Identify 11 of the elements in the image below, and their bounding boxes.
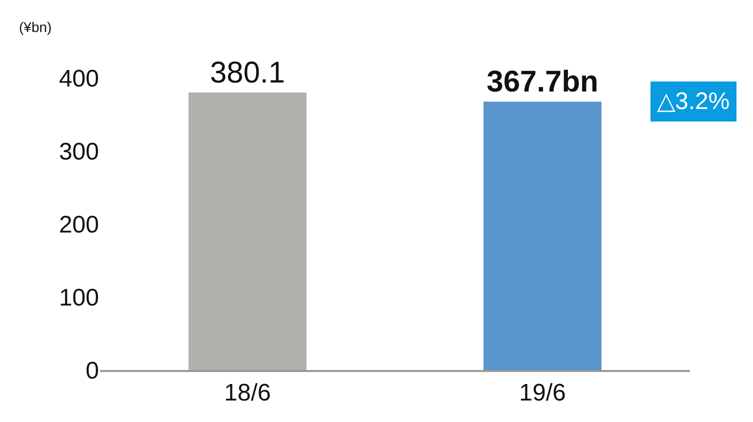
y-axis-title: (¥bn): [19, 19, 52, 35]
y-tick-label: 200: [58, 211, 99, 238]
y-tick-label: 300: [58, 138, 99, 166]
y-tick-label: 100: [58, 284, 99, 312]
y-tick-label: 0: [86, 357, 99, 384]
x-tick-label: 18/6: [224, 380, 271, 407]
annotation: △3.2%: [657, 88, 730, 115]
y-tick-label: 400: [58, 65, 99, 92]
data-label: 380.1: [210, 56, 286, 90]
data-label: 367.7bn: [486, 66, 598, 99]
x-tick-label: 19/6: [519, 380, 566, 407]
